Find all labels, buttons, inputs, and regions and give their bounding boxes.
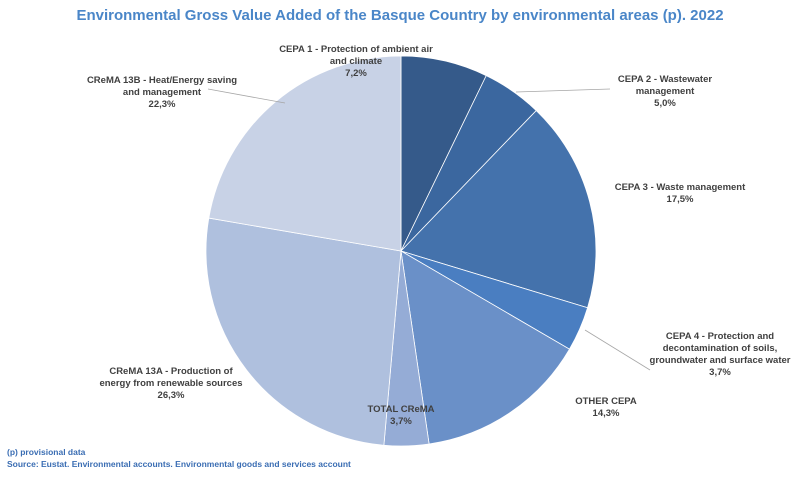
pie-slices [205, 55, 597, 447]
slice-label: CEPA 4 - Protection and decontamination o… [650, 331, 791, 378]
chart-title: Environmental Gross Value Added of the B… [76, 7, 724, 24]
slice-value-label: 14,3% [593, 408, 620, 419]
slice-name-label: CEPA 4 - Protection and [666, 331, 774, 342]
slice-name-label: CEPA 3 - Waste management [615, 182, 746, 193]
slice-name-label: CReMA 13A - Production of [109, 366, 233, 377]
slice-value-label: 3,7% [390, 416, 412, 427]
slice-name-label: CEPA 1 - Protection of ambient air [279, 44, 433, 55]
source-note: Source: Eustat. Environmental accounts. … [7, 459, 351, 469]
slice-name-label: management [636, 86, 695, 97]
slice-label: CReMA 13B - Heat/Energy saving and manage… [87, 75, 237, 110]
slice-label: CEPA 2 - Wastewater management 5,0% [618, 74, 712, 109]
slice-label: CEPA 1 - Protection of ambient air and cl… [279, 44, 433, 79]
slice-name-label: decontamination of soils, [663, 343, 778, 354]
slice-name-label: OTHER CEPA [575, 396, 637, 407]
slice-labels: CEPA 1 - Protection of ambient air and cl… [87, 44, 791, 427]
slice-name-label: TOTAL CReMA [367, 404, 434, 415]
slice-value-label: 17,5% [667, 194, 694, 205]
slice-label: OTHER CEPA 14,3% [575, 396, 637, 419]
leader-lines [207, 88, 651, 371]
slice-label: CEPA 3 - Waste management 17,5% [615, 182, 746, 205]
pie-slice [400, 250, 571, 445]
pie-slice [400, 109, 597, 309]
provisional-note: (p) provisional data [7, 447, 86, 457]
leader-line [515, 88, 611, 93]
slice-name-label: groundwater and surface water [650, 355, 791, 366]
leader-line [207, 88, 286, 104]
slice-name-label: CEPA 2 - Wastewater [618, 74, 712, 85]
slice-label: TOTAL CReMA 3,7% [367, 404, 434, 427]
slice-value-label: 7,2% [345, 68, 367, 79]
slice-name-label: CReMA 13B - Heat/Energy saving [87, 75, 237, 86]
slice-value-label: 5,0% [654, 98, 676, 109]
slice-name-label: energy from renewable sources [99, 378, 242, 389]
slice-value-label: 3,7% [709, 367, 731, 378]
pie-slice [208, 55, 402, 252]
slice-value-label: 22,3% [149, 99, 176, 110]
slice-name-label: and climate [330, 56, 382, 67]
slice-value-label: 26,3% [158, 390, 185, 401]
pie-slice [205, 217, 402, 446]
slice-name-label: and management [123, 87, 202, 98]
leader-line [584, 329, 651, 371]
slice-label: CReMA 13A - Production of energy from ren… [99, 366, 242, 401]
